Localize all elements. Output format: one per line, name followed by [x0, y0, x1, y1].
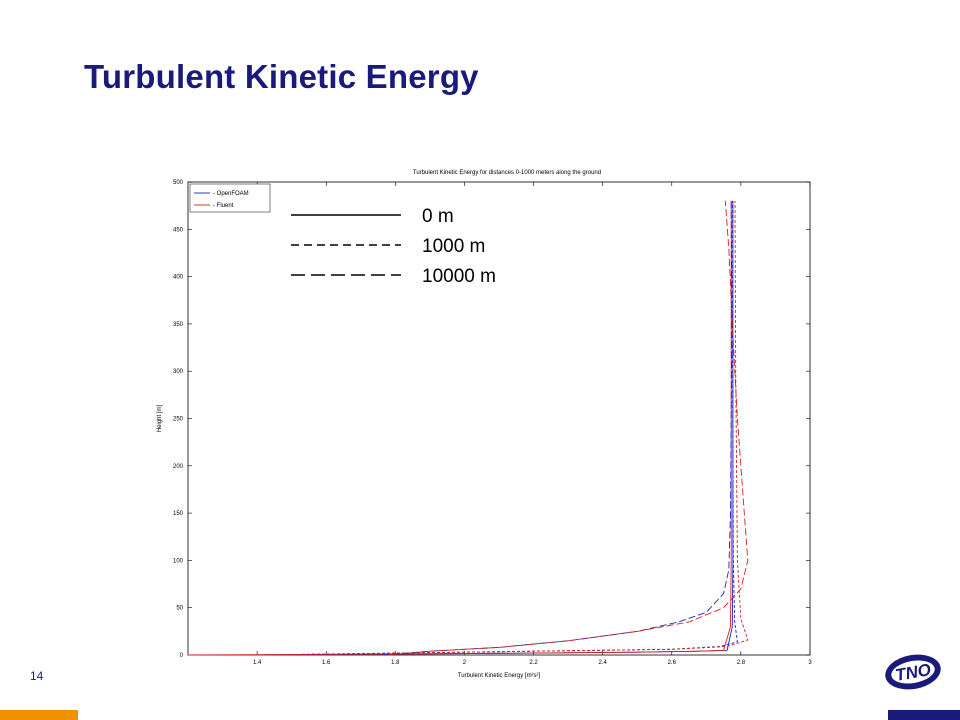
y-tick-label: 300 — [173, 369, 184, 375]
x-tick-label: 2.8 — [737, 660, 746, 666]
x-tick-label: 1.8 — [391, 660, 400, 666]
series-line — [257, 200, 749, 656]
page-number: 14 — [30, 669, 44, 683]
legend-box — [189, 183, 271, 213]
y-tick-label: 400 — [173, 275, 184, 281]
tke-chart: 1.4 1.6 1.8 2 2.2 2.4 2.6 2.8 3 0 50 100 150 200 250 30… — [157, 170, 812, 679]
y-tick-label: 200 — [173, 464, 184, 470]
legend-label: - OpenFOAM — [213, 191, 249, 197]
legend-label: - Fluent — [213, 203, 234, 209]
y-tick-label: 350 — [173, 322, 184, 328]
y-tick-label: 500 — [173, 180, 184, 186]
plot-frame — [187, 181, 811, 656]
chart-title: Turbulent Kinetic Energy for distances 0… — [413, 170, 601, 176]
y-tick-label: 150 — [173, 511, 184, 517]
x-tick-label: 3 — [808, 660, 812, 666]
y-tick-label: 0 — [180, 653, 184, 659]
accent-bar-right — [888, 710, 960, 720]
style-key-label: 10000 m — [422, 266, 496, 287]
style-key-label: 0 m — [422, 206, 454, 227]
y-tick-label: 450 — [173, 227, 184, 233]
slide-title: Turbulent Kinetic Energy — [84, 58, 479, 95]
x-tick-label: 2 — [463, 660, 467, 666]
y-tick-label: 50 — [176, 606, 183, 612]
series-line — [257, 200, 738, 656]
y-tick-label: 100 — [173, 558, 184, 564]
y-tick-label: 250 — [173, 417, 184, 423]
style-key-label: 1000 m — [422, 236, 485, 257]
tno-logo-icon: TNO — [885, 654, 941, 690]
series-line — [388, 200, 749, 656]
y-axis-label: Height [m] — [157, 404, 163, 432]
x-tick-label: 2.6 — [668, 660, 677, 666]
x-axis-label: Turbulent Kinetic Energy [m²s²] — [458, 673, 541, 679]
x-tick-label: 2.2 — [529, 660, 538, 666]
x-tick-label: 1.6 — [322, 660, 331, 666]
accent-bar-left — [0, 710, 78, 720]
x-tick-label: 2.4 — [598, 660, 607, 666]
x-tick-label: 1.4 — [253, 660, 262, 666]
